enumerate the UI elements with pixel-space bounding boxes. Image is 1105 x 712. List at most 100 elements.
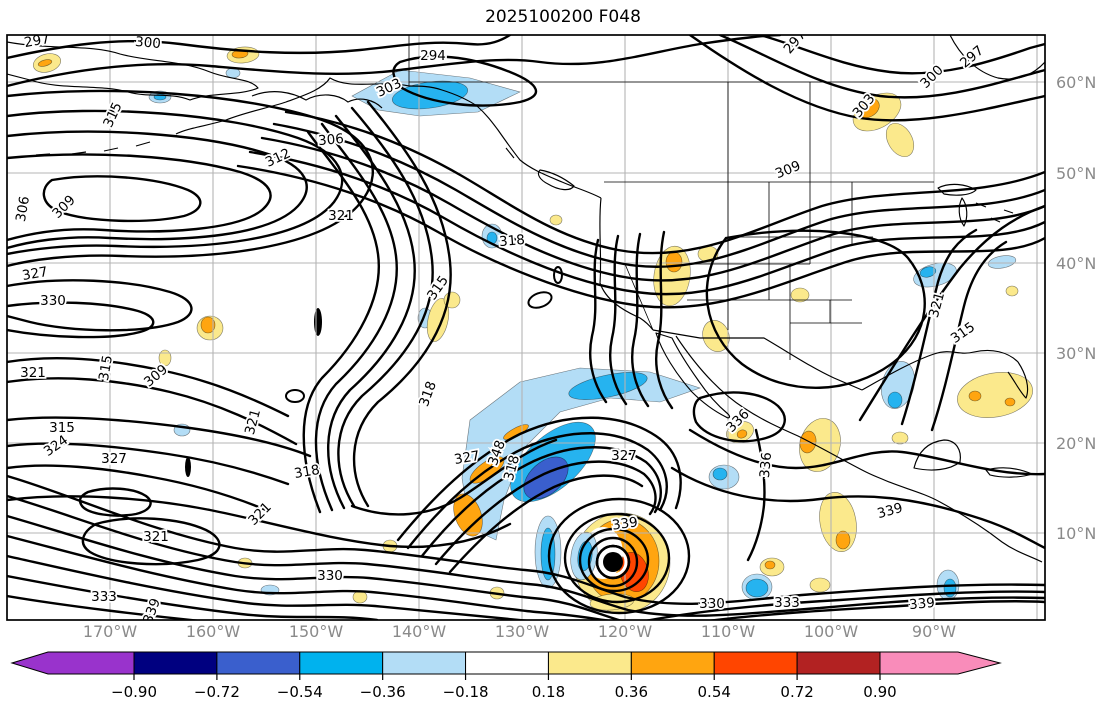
contour-label: 321 (926, 290, 948, 319)
y-tick-label: 10°N (1056, 524, 1096, 543)
colorbar-segment (713, 651, 798, 675)
colorbar-tick-label: 0.72 (780, 683, 813, 701)
shading-patch (919, 266, 937, 278)
x-tick-label: 110°W (701, 622, 756, 641)
shading-patch (1004, 397, 1016, 407)
colorbar-extend-right (879, 651, 1002, 675)
colorbar-segment (547, 651, 632, 675)
map-frame (6, 34, 1046, 621)
shading-patch (891, 431, 909, 445)
shading-patch (712, 467, 728, 481)
shading-patch (885, 122, 915, 158)
colorbar-segment (465, 651, 549, 675)
shading-patch (835, 530, 851, 550)
x-tick-label: 140°W (392, 622, 447, 641)
shading-patch (764, 560, 776, 570)
contour-label: 306 (317, 131, 344, 149)
contour-label: 318 (293, 462, 321, 482)
shading-patch (968, 390, 982, 402)
contour-label: 321 (143, 529, 169, 545)
shading-patch (549, 214, 563, 226)
shading-patch (185, 457, 191, 477)
y-axis-tick-labels: 60°N 50°N 40°N 30°N 20°N 10°N (1056, 73, 1096, 543)
y-tick-label: 40°N (1056, 254, 1096, 273)
shading-patch (665, 251, 683, 273)
contour-label: 321 (328, 208, 354, 224)
colorbar: −0.90 −0.72 −0.54 −0.36 −0.18 0.18 0.36 0.54 0.7… (10, 651, 1002, 701)
contour-label: 327 (611, 448, 637, 464)
colorbar-tick-label: 0.36 (615, 683, 648, 701)
contour-label: 324 (41, 432, 71, 460)
shading-patch (736, 429, 748, 439)
contour-label: 336 (757, 451, 775, 478)
contour-label: 318 (416, 379, 440, 409)
shading-patch (856, 97, 880, 119)
contour-label: 330 (317, 568, 343, 584)
shading-patch (1005, 285, 1019, 297)
contour-lines-layer (7, 35, 1045, 620)
contour-label: 309 (49, 192, 79, 222)
contour-label: 333 (91, 589, 117, 605)
colorbar-tick-label: −0.18 (443, 683, 489, 701)
colorbar-segment (299, 651, 384, 675)
shading-patch (352, 590, 368, 604)
shading-patch (809, 577, 831, 593)
colorbar-tick-label: −0.90 (111, 683, 157, 701)
shading-patch (314, 308, 322, 336)
colorbar-segment (630, 651, 715, 675)
chart-title: 2025100200 F048 (485, 7, 641, 27)
cyclone-marker (595, 544, 631, 580)
colorbar-extend-left (10, 651, 135, 675)
colorbar-tick-label: −0.72 (194, 683, 240, 701)
x-tick-label: 150°W (289, 622, 344, 641)
colorbar-tick-label: −0.54 (277, 683, 323, 701)
x-tick-label: 120°W (598, 622, 653, 641)
contour-label: 315 (100, 100, 125, 130)
contour-label: 339 (908, 595, 935, 613)
colorbar-tick-label: −0.36 (360, 683, 406, 701)
shading-patch (158, 349, 172, 367)
contour-label: 306 (13, 195, 33, 223)
x-tick-label: 170°W (83, 622, 138, 641)
x-tick-label: 130°W (495, 622, 550, 641)
contour-label: 297 (23, 31, 51, 51)
shading-patch (523, 456, 569, 500)
contour-label: 327 (101, 451, 127, 467)
contour-label: 339 (611, 514, 639, 533)
contour-label: 297 (781, 27, 810, 57)
shading-patch (887, 391, 903, 409)
contour-label: 327 (453, 448, 481, 468)
x-tick-label: 160°W (186, 622, 241, 641)
contour-label: 330 (699, 596, 725, 612)
colorbar-segment (796, 651, 881, 675)
contour-label: 327 (21, 264, 49, 284)
shading-patch (987, 255, 1017, 269)
x-axis-tick-labels: 170°W 160°W 150°W 140°W 130°W 120°W 110°W 100°W… (83, 622, 956, 641)
shading-patch (37, 59, 53, 67)
coastlines-layer (7, 35, 1045, 563)
shading-patches-layer (32, 46, 1033, 614)
y-tick-label: 20°N (1056, 434, 1096, 453)
contour-label: 300 (134, 34, 161, 52)
contour-label: 318 (498, 232, 525, 250)
contour-label: 315 (96, 354, 116, 382)
contour-label: 339 (875, 500, 904, 522)
x-tick-label: 90°W (912, 622, 956, 641)
contour-label: 333 (774, 595, 800, 611)
colorbar-tick-label: 0.90 (863, 683, 896, 701)
shading-patch (200, 316, 216, 334)
contour-label: 330 (40, 293, 66, 309)
contour-label: 294 (420, 48, 446, 64)
contour-label: 300 (917, 62, 947, 92)
contour-label: 321 (242, 407, 264, 436)
contour-label: 315 (49, 420, 75, 436)
shading-patch (745, 578, 769, 598)
colorbar-segment (382, 651, 467, 675)
shading-patch (790, 287, 810, 303)
x-tick-label: 100°W (804, 622, 859, 641)
contour-label: 312 (263, 145, 293, 170)
y-tick-label: 60°N (1056, 73, 1096, 92)
contour-label: 315 (948, 319, 978, 347)
